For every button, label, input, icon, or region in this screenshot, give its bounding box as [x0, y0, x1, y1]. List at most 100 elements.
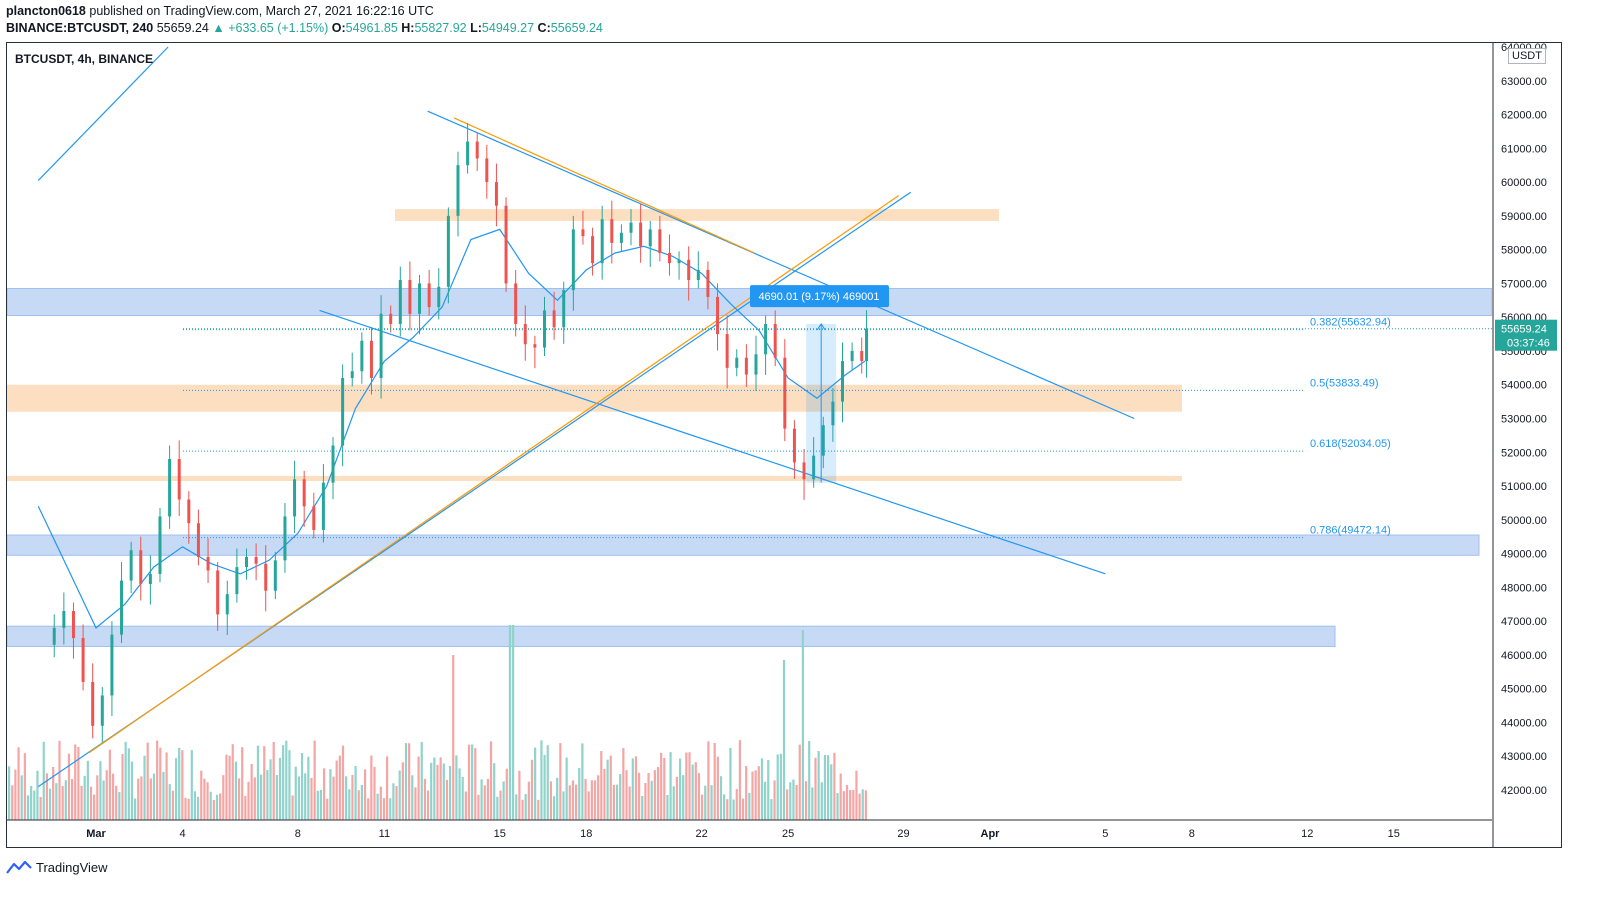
volume-bar	[688, 752, 691, 820]
candle-body	[321, 482, 325, 530]
volume-bar	[420, 742, 423, 820]
candle-body	[850, 350, 854, 362]
volume-bar	[30, 785, 33, 820]
volume-bar	[288, 750, 291, 820]
volume-bar	[697, 773, 701, 820]
candle-body	[754, 354, 758, 375]
candle-body	[312, 506, 316, 530]
volume-bar	[669, 752, 672, 820]
volume-bar	[36, 770, 39, 820]
volume-bar	[124, 741, 127, 820]
volume-bar	[593, 780, 597, 820]
volume-bar	[329, 769, 332, 820]
volume-bar	[398, 770, 401, 820]
volume-bar	[745, 766, 748, 820]
low-label: L:	[470, 21, 482, 35]
candle-body	[100, 695, 104, 726]
publisher-name[interactable]: plancton0618	[6, 4, 86, 18]
volume-bar	[256, 745, 260, 820]
candle-body	[764, 323, 768, 355]
volume-bar	[373, 766, 376, 820]
volume-bar	[237, 778, 241, 820]
y-tick-label: 57000.00	[1501, 278, 1547, 290]
volume-bar	[241, 747, 244, 820]
candle-body	[369, 340, 373, 378]
volume-bar	[675, 776, 678, 820]
close-label: C:	[537, 21, 551, 35]
volume-bar	[156, 740, 159, 820]
volume-bar	[581, 743, 584, 820]
volume-bar	[804, 781, 808, 820]
candle-body	[571, 229, 575, 291]
volume-bar	[408, 743, 411, 820]
candle-body	[245, 556, 248, 568]
candle-body	[841, 361, 844, 402]
volume-bar	[647, 772, 650, 820]
y-tick-label: 51000.00	[1501, 481, 1547, 493]
x-tick-label: 11	[379, 828, 390, 840]
volume-bar	[704, 785, 707, 820]
volume-bar	[449, 765, 452, 820]
volume-bar	[17, 747, 20, 820]
volume-bar	[622, 748, 625, 820]
volume-bar	[552, 796, 556, 820]
volume-bar	[754, 770, 757, 820]
volume-bar	[801, 630, 804, 820]
volume-bar	[190, 750, 193, 820]
footer-brand[interactable]: TradingView	[36, 859, 108, 875]
volume-bar	[389, 798, 392, 820]
volume-bar	[612, 784, 615, 820]
volume-bar	[445, 779, 449, 820]
volume-bar	[58, 740, 61, 820]
low-value: 54949.27	[481, 21, 535, 35]
high-label: H:	[401, 21, 415, 35]
volume-bar	[789, 782, 792, 820]
volume-bar	[33, 790, 36, 820]
candle-body	[860, 350, 864, 362]
volume-bar	[61, 786, 64, 820]
volume-bar	[351, 774, 354, 820]
last-price-badge-label: 55659.24	[1501, 324, 1547, 336]
volume-bar	[864, 790, 867, 820]
y-tick-label: 62000.00	[1501, 110, 1547, 122]
candle-body	[865, 328, 869, 362]
volume-bar	[404, 743, 408, 820]
x-tick-label: 8	[1189, 828, 1195, 840]
volume-bar	[811, 787, 814, 820]
volume-bar	[197, 796, 200, 820]
volume-bar	[707, 741, 710, 820]
volume-bar	[178, 747, 181, 820]
candle-body	[456, 165, 460, 216]
volume-bar	[376, 793, 379, 820]
candle-body	[437, 286, 441, 308]
last-price-badge	[1495, 319, 1557, 351]
volume-bar	[483, 785, 486, 820]
candle-body	[725, 334, 729, 368]
volume-bar	[537, 799, 540, 820]
candle-body	[773, 323, 777, 358]
volume-bar	[105, 770, 108, 820]
tradingview-logo-icon	[6, 860, 32, 874]
candle-body	[591, 236, 595, 264]
volume-bar	[656, 767, 660, 820]
candle-body	[543, 310, 546, 348]
volume-bar	[269, 759, 272, 820]
volume-bar	[641, 795, 644, 820]
volume-bar	[382, 798, 386, 820]
high-value: 55827.92	[414, 21, 467, 35]
volume-bar	[556, 777, 559, 820]
y-tick-label: 63000.00	[1501, 76, 1547, 88]
chart-title: BTCUSDT, 4h, BINANCE	[15, 52, 154, 66]
volume-bar	[323, 768, 326, 820]
volume-bar	[760, 758, 764, 820]
volume-bar	[423, 778, 426, 820]
volume-bar	[93, 794, 96, 820]
volume-bar	[619, 774, 622, 820]
unit-label[interactable]: USDT	[1508, 48, 1546, 64]
volume-bar	[20, 775, 23, 820]
volume-bar	[502, 781, 505, 820]
volume-bar	[694, 762, 697, 820]
volume-bar	[335, 760, 338, 820]
volume-bar	[464, 791, 467, 820]
